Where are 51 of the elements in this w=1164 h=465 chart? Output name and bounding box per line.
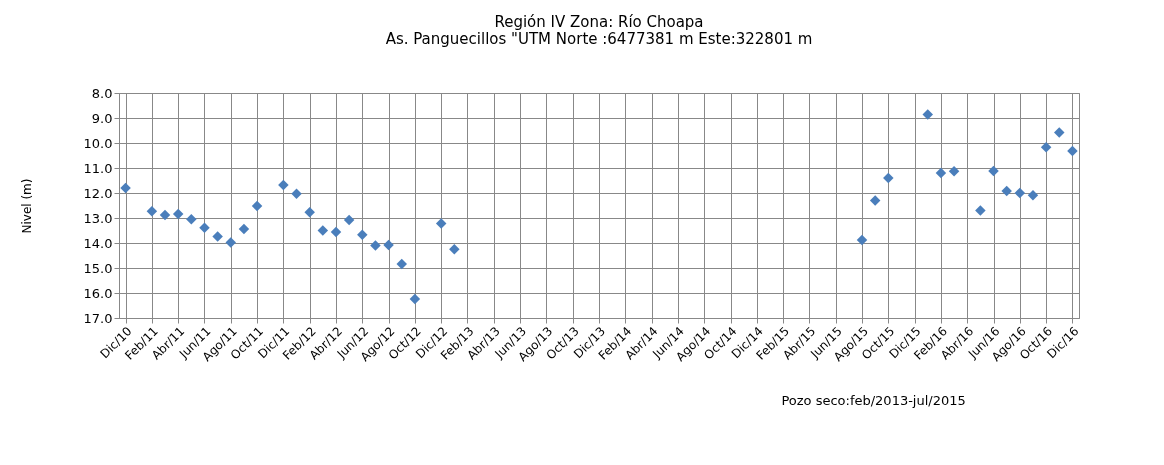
point (199, 222, 210, 233)
point (948, 166, 960, 177)
point (856, 234, 868, 246)
y-axis-title: Nivel (m) (19, 178, 34, 234)
y-tick-label: 17.0 (83, 310, 113, 326)
point (1054, 127, 1065, 138)
y-tick-label: 15.0 (83, 260, 113, 276)
point (343, 214, 355, 226)
point (172, 208, 184, 220)
point (212, 231, 223, 242)
point (922, 109, 934, 120)
point (357, 229, 368, 240)
text: As. Panguecillos "UTM Norte :6477381 m Este:322801 m (385, 30, 813, 48)
point (304, 207, 315, 218)
point (883, 172, 894, 184)
point (238, 223, 250, 235)
point (251, 200, 263, 212)
point (396, 258, 407, 270)
point (1027, 190, 1039, 201)
y-tick-label: 9.0 (91, 110, 113, 126)
y-tick-label: 10.0 (83, 135, 113, 151)
point (330, 226, 342, 238)
point (370, 240, 381, 251)
point (1040, 142, 1052, 153)
y-tick-label: 14.0 (83, 235, 113, 251)
y-tick-label: 12.0 (83, 185, 113, 201)
point (935, 167, 947, 179)
point (291, 188, 302, 199)
y-tick-label: 16.0 (83, 285, 113, 301)
y-tick-label: 13.0 (83, 210, 113, 226)
point (1014, 187, 1026, 199)
point (278, 179, 289, 191)
point (435, 218, 447, 229)
text: Pozo seco:feb/2013-jul/2015 (781, 393, 966, 408)
point (409, 293, 421, 305)
point (383, 239, 394, 251)
point (225, 237, 237, 248)
point (988, 165, 999, 177)
point (449, 244, 460, 255)
point (120, 182, 131, 194)
point (1001, 185, 1012, 197)
point (1067, 145, 1078, 157)
point (186, 214, 197, 225)
point (317, 225, 329, 236)
y-tick-label: 11.0 (83, 160, 113, 176)
point (159, 209, 171, 221)
text: Región IV Zona: Río Choapa (494, 13, 704, 31)
point (975, 205, 986, 216)
point (146, 206, 158, 217)
y-tick-label: 8.0 (91, 85, 113, 101)
point (869, 195, 881, 206)
